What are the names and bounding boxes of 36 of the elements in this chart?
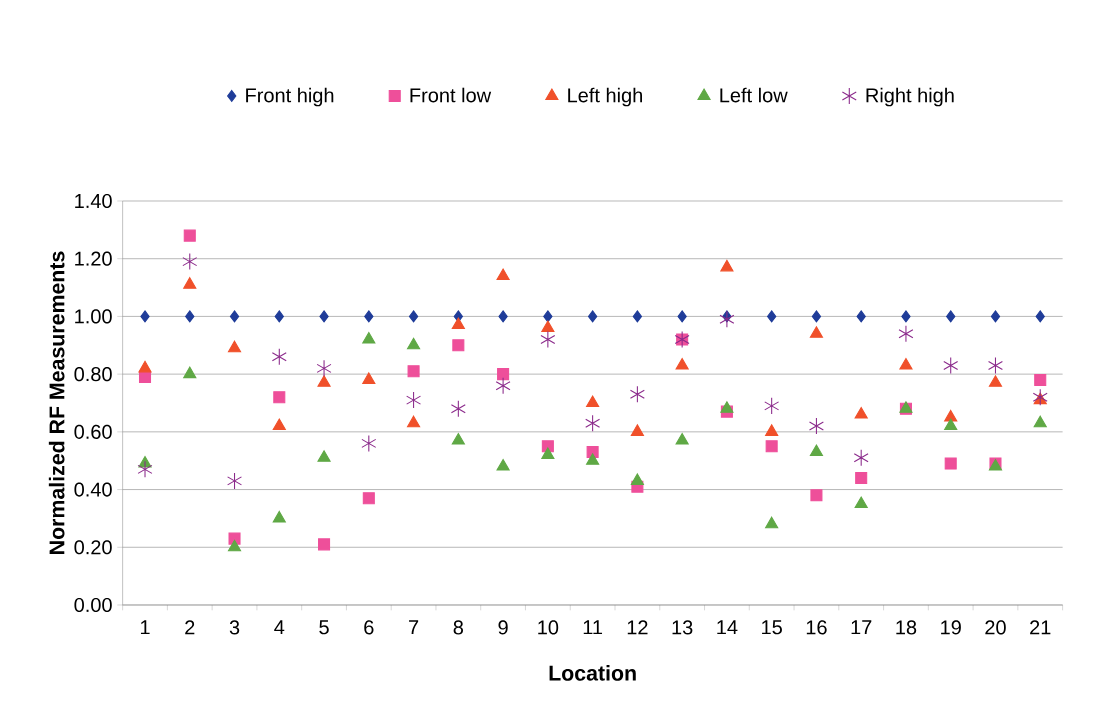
x-tick-label: 7 <box>409 620 419 635</box>
legend-label: Right high <box>866 87 954 107</box>
x-tick-label: 2 <box>185 620 195 635</box>
x-tick-label: 10 <box>538 620 559 635</box>
legend-label: Left low <box>720 87 788 103</box>
y-tick-label: 0.80 <box>74 367 112 382</box>
legend-label: Left high <box>568 87 642 107</box>
x-tick-label: 9 <box>498 620 508 635</box>
y-tick-label: 1.20 <box>75 251 112 266</box>
x-tick-label: 13 <box>672 620 693 635</box>
x-tick-label: 16 <box>806 620 827 635</box>
y-tick-label: 0.20 <box>74 540 112 555</box>
x-tick-label: 20 <box>985 620 1006 635</box>
x-tick-label: 8 <box>453 620 464 635</box>
x-tick-label: 15 <box>762 620 782 635</box>
x-tick-label: 3 <box>229 620 240 635</box>
y-tick-label: 1.00 <box>75 309 112 324</box>
x-tick-label: 4 <box>274 620 285 635</box>
y-tick-label: 0.60 <box>74 424 112 439</box>
x-tick-label: 6 <box>364 620 374 635</box>
x-tick-label: 18 <box>896 620 917 635</box>
x-tick-label: 14 <box>717 620 738 635</box>
legend-label: Front low <box>410 87 492 103</box>
x-tick-label: 12 <box>627 620 648 635</box>
x-tick-label: 17 <box>851 620 872 635</box>
y-tick-label: 1.40 <box>75 193 112 209</box>
x-tick-label: 11 <box>583 620 603 635</box>
x-tick-label: 5 <box>319 620 329 635</box>
x-tick-label: 1 <box>140 620 150 635</box>
y-tick-label: 0.00 <box>74 597 112 613</box>
y-tick-label: 0.40 <box>74 482 112 497</box>
x-axis-title: Location <box>549 665 636 681</box>
x-tick-label: 21 <box>1030 620 1051 635</box>
x-tick-label: 19 <box>941 620 961 635</box>
legend-label: Front high <box>246 87 334 107</box>
y-axis-title: Normalized RF Measurements <box>48 251 65 554</box>
